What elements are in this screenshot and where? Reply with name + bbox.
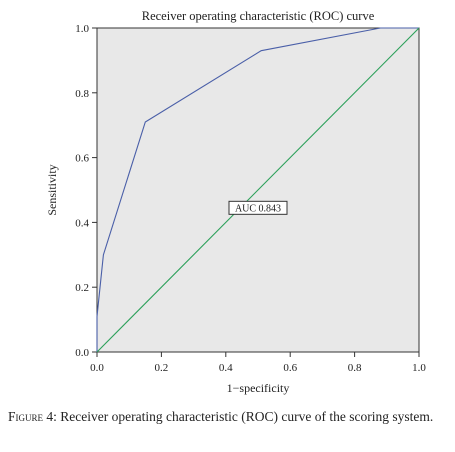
axis-ticks: 0.0 0.2 0.4 0.6 0.8 1.0 0.0 0.2 0.4 0.6 0.8 1.0	[75, 23, 426, 374]
x-tick-label: 0.2	[155, 362, 169, 374]
x-tick-label: 0.6	[283, 362, 297, 374]
x-tick-label: 1.0	[412, 362, 426, 374]
caption-label: Figure 4:	[8, 409, 57, 424]
reference-diagonal-line	[96, 27, 420, 353]
roc-curve-line	[96, 27, 419, 352]
chart-title: Receiver operating characteristic (ROC) …	[142, 9, 375, 23]
x-axis-label: 1−specificity	[227, 381, 290, 395]
figure-caption: Figure 4: Receiver operating characteris…	[8, 408, 448, 426]
series-layer	[96, 27, 420, 353]
y-axis-label: Sensitivity	[45, 164, 59, 215]
auc-label-box	[228, 200, 288, 215]
y-tick-label: 0.8	[75, 88, 89, 100]
roc-chart: Receiver operating characteristic (ROC) …	[45, 9, 426, 395]
auc-label: AUC 0.843	[235, 203, 281, 214]
annotation-layer: AUC 0.843	[228, 200, 288, 215]
y-tick-label: 1.0	[75, 23, 89, 35]
caption-text: Receiver operating characteristic (ROC) …	[56, 409, 434, 424]
x-tick-label: 0.4	[219, 362, 233, 374]
y-tick-label: 0.4	[75, 217, 89, 229]
y-tick-label: 0.0	[75, 347, 89, 359]
x-tick-label: 0.0	[90, 362, 104, 374]
y-tick-label: 0.2	[75, 282, 89, 294]
x-tick-label: 0.8	[348, 362, 362, 374]
y-tick-label: 0.6	[75, 153, 89, 165]
